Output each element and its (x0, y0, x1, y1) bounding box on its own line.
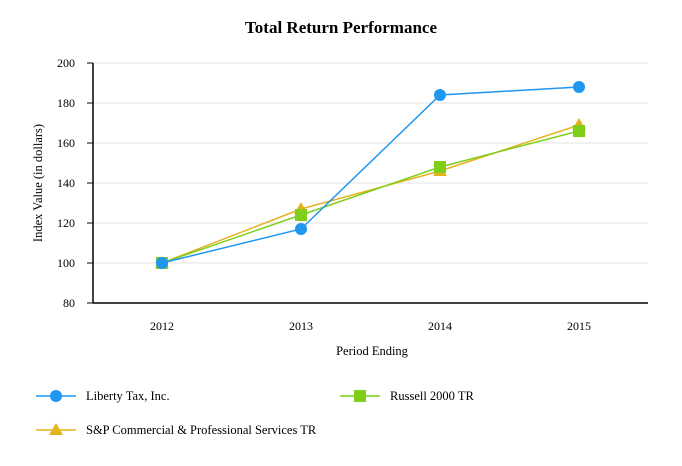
x-tick-label: 2013 (289, 319, 313, 333)
series-2 (155, 118, 586, 268)
legend-label: Liberty Tax, Inc. (86, 389, 170, 403)
data-point (156, 257, 168, 269)
y-tick-label: 80 (63, 296, 75, 310)
series-line (161, 130, 580, 264)
data-point (295, 209, 307, 221)
x-tick-label: 2014 (428, 319, 452, 333)
grid (93, 62, 648, 264)
legend-item: Liberty Tax, Inc. (36, 389, 170, 403)
data-point (434, 161, 446, 173)
chart-title: Total Return Performance (245, 18, 437, 37)
data-point (573, 81, 585, 93)
legend-label: Russell 2000 TR (390, 389, 474, 403)
x-tick-label: 2015 (567, 319, 591, 333)
y-tick-label: 200 (57, 56, 75, 70)
x-axis-label: Period Ending (336, 344, 409, 358)
legend-label: S&P Commercial & Professional Services T… (86, 423, 317, 437)
axes (87, 62, 648, 304)
y-tick-label: 160 (57, 136, 75, 150)
y-tick-label: 120 (57, 216, 75, 230)
series-0 (156, 81, 585, 269)
legend-item: Russell 2000 TR (340, 389, 474, 403)
series (155, 81, 586, 269)
y-tick-label: 140 (57, 176, 75, 190)
data-point (573, 125, 585, 137)
series-line (161, 86, 580, 264)
y-axis-label: Index Value (in dollars) (31, 124, 45, 242)
data-point (434, 89, 446, 101)
data-point (295, 223, 307, 235)
series-1 (156, 125, 585, 269)
legend-item: S&P Commercial & Professional Services T… (36, 423, 317, 437)
legend-marker (49, 423, 63, 435)
legend-marker (50, 390, 62, 402)
tick-labels: 80 100 120 140 160 180 200 2012 2013 2014 2015 (57, 56, 591, 333)
legend-marker (354, 390, 366, 402)
series-line (161, 124, 580, 264)
y-tick-label: 100 (57, 256, 75, 270)
legend: Liberty Tax, Inc. Russell 2000 TR S&P Comm… (36, 389, 474, 437)
x-tick-label: 2012 (150, 319, 174, 333)
y-tick-label: 180 (57, 96, 75, 110)
